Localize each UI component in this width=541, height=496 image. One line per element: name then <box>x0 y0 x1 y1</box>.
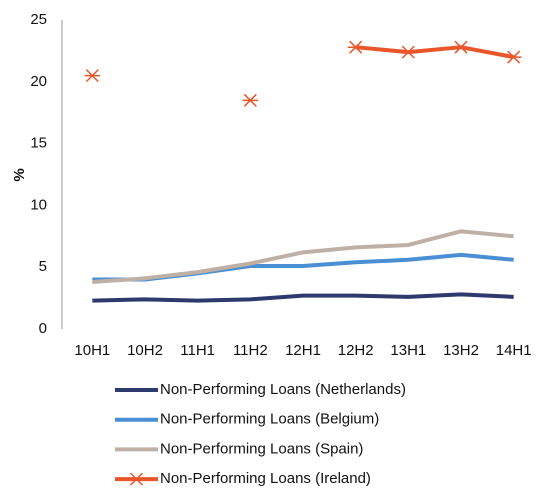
legend-label: Non-Performing Loans (Ireland) <box>160 470 371 487</box>
point-marker <box>347 40 364 54</box>
x-tick-label: 11H1 <box>180 342 215 359</box>
x-tick-label: 12H1 <box>285 342 321 359</box>
x-tick-label: 10H1 <box>74 342 110 359</box>
y-tick-label: 0 <box>39 320 47 337</box>
x-tick-label: 10H2 <box>127 342 163 359</box>
x-tick-label: 13H1 <box>390 342 426 359</box>
legend-label: Non-Performing Loans (Netherlands) <box>160 381 406 398</box>
y-tick-label: 20 <box>30 73 47 90</box>
y-tick-label: 15 <box>30 135 47 152</box>
point-marker <box>84 69 101 83</box>
series-line <box>92 292 514 303</box>
legend-marker <box>128 472 145 486</box>
y-tick-label: 10 <box>30 196 47 213</box>
x-tick-label: 11H2 <box>233 342 268 359</box>
series-line <box>355 45 515 60</box>
legend-label: Non-Performing Loans (Spain) <box>160 440 363 457</box>
x-tick-label: 12H2 <box>338 342 374 359</box>
x-tick-label: 14H1 <box>496 342 532 359</box>
point-marker <box>453 40 469 54</box>
x-tick-label: 13H2 <box>443 342 479 359</box>
legend-label: Non-Performing Loans (Belgium) <box>160 411 379 428</box>
y-axis-label: % <box>11 168 28 181</box>
y-tick-label: 5 <box>39 258 47 275</box>
point-marker <box>242 93 259 107</box>
y-tick-label: 25 <box>30 11 47 28</box>
series-line <box>92 229 514 285</box>
point-marker <box>505 50 522 64</box>
point-marker <box>400 45 417 59</box>
